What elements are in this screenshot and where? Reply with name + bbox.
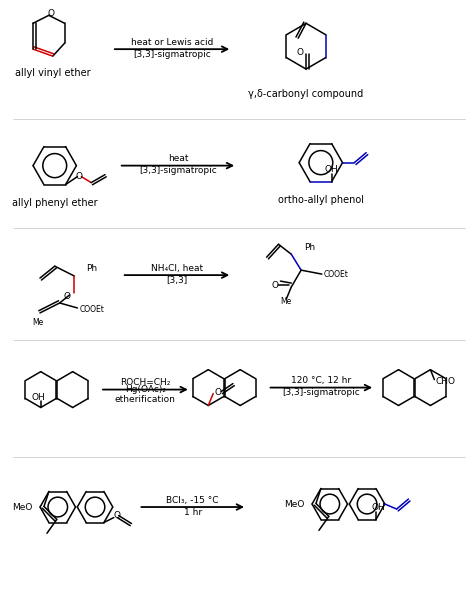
Text: Me: Me [281,297,292,306]
Text: O: O [47,9,55,18]
Text: allyl phenyl ether: allyl phenyl ether [12,198,98,208]
Text: 1 hr: 1 hr [183,507,202,516]
Text: [3,3]-sigmatropic: [3,3]-sigmatropic [283,388,360,397]
Text: Hg(OAc)₂
etherification: Hg(OAc)₂ etherification [115,385,176,404]
Text: MeO: MeO [12,503,32,512]
Text: O: O [215,388,222,397]
Text: O: O [297,48,304,57]
Text: O: O [63,291,70,300]
Text: γ,δ-carbonyl compound: γ,δ-carbonyl compound [248,89,364,99]
Text: NH₄Cl, heat: NH₄Cl, heat [151,264,203,273]
Text: COOEt: COOEt [324,270,349,279]
Text: [3,3]-sigmatropic: [3,3]-sigmatropic [133,50,211,59]
Text: 120 °C, 12 hr: 120 °C, 12 hr [291,376,351,385]
Text: ortho-allyl phenol: ortho-allyl phenol [278,195,364,205]
Text: COOEt: COOEt [79,306,104,315]
Text: OH: OH [371,503,385,512]
Text: O: O [76,172,83,181]
Text: ROCH=CH₂: ROCH=CH₂ [120,378,171,387]
Text: Me: Me [32,318,43,327]
Text: [3,3]-sigmatropic: [3,3]-sigmatropic [139,166,217,175]
Text: [3,3]: [3,3] [166,276,188,285]
Text: Ph: Ph [86,264,97,273]
Text: MeO: MeO [284,500,304,509]
Text: OH: OH [325,165,338,174]
Text: BCl₃, -15 °C: BCl₃, -15 °C [166,496,219,504]
Text: O: O [113,511,120,520]
Text: Ph: Ph [304,243,315,252]
Text: heat or Lewis acid: heat or Lewis acid [131,38,213,47]
Text: O: O [271,281,278,290]
Text: CHO: CHO [435,377,456,386]
Text: heat: heat [168,154,188,163]
Text: OH: OH [32,393,46,402]
Text: allyl vinyl ether: allyl vinyl ether [15,68,91,78]
